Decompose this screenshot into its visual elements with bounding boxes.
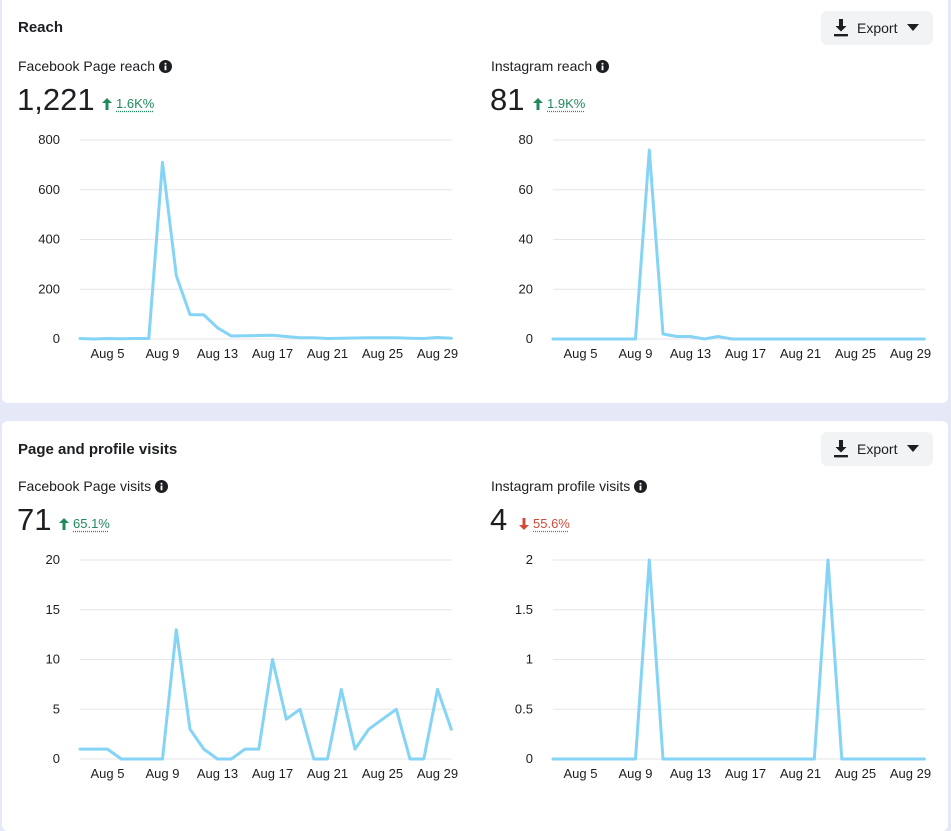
panel-title: Instagram reach — [491, 58, 592, 74]
visits-card-title: Page and profile visits — [18, 441, 177, 458]
facebook-page-reach-panel: Facebook Page reach 1,221 1.6K% 0 200 400 6… — [18, 58, 478, 398]
x-tick-label: Aug 21 — [307, 346, 348, 361]
y-tick-label: 10 — [46, 652, 60, 667]
y-tick-label: 0 — [53, 331, 60, 346]
x-tick-label: Aug 13 — [670, 346, 711, 361]
y-tick-label: 1.5 — [515, 602, 533, 617]
panel-title: Instagram profile visits — [491, 478, 630, 494]
y-tick-label: 600 — [38, 182, 60, 197]
x-tick-label: Aug 29 — [890, 346, 931, 361]
facebook-page-visits-panel: Facebook Page visits 71 65.1% 0 5 10 15 20 Au… — [18, 478, 478, 818]
x-tick-label: Aug 29 — [890, 766, 931, 781]
y-tick-label: 40 — [519, 232, 533, 247]
instagram-reach-panel: Instagram reach 81 1.9K% 0 20 40 60 80 Aug 5 A… — [491, 58, 951, 398]
x-tick-label: Aug 21 — [780, 346, 821, 361]
x-tick-label: Aug 5 — [564, 766, 598, 781]
x-tick-label: Aug 17 — [252, 766, 293, 781]
x-tick-label: Aug 13 — [197, 766, 238, 781]
series-line — [80, 162, 451, 339]
x-tick-label: Aug 25 — [835, 346, 876, 361]
x-tick-label: Aug 29 — [417, 766, 458, 781]
metric-delta: 1.9K% — [533, 96, 585, 111]
y-tick-label: 0 — [53, 751, 60, 766]
panel-title: Facebook Page reach — [18, 58, 155, 74]
delta-percent: 55.6% — [533, 516, 570, 531]
x-tick-label: Aug 5 — [564, 346, 598, 361]
visits-export-button[interactable]: Export — [821, 432, 933, 466]
x-tick-label: Aug 25 — [362, 346, 403, 361]
arrow-up-icon — [59, 518, 69, 530]
facebook-page-visits-chart: 0 5 10 15 20 Aug 5 Aug 9 Aug 13 Aug 17 Aug 21 Aug … — [18, 548, 458, 788]
series-line — [553, 150, 924, 339]
y-tick-label: 60 — [519, 182, 533, 197]
metric-value: 4 — [490, 502, 507, 538]
y-tick-label: 2 — [526, 552, 533, 567]
y-tick-label: 20 — [519, 281, 533, 296]
x-tick-label: Aug 21 — [307, 766, 348, 781]
x-tick-label: Aug 17 — [252, 346, 293, 361]
y-tick-label: 0.5 — [515, 701, 533, 716]
metric-value: 81 — [490, 82, 524, 118]
y-tick-label: 400 — [38, 232, 60, 247]
caret-down-icon — [907, 445, 919, 453]
info-icon[interactable] — [634, 480, 647, 493]
export-label: Export — [857, 441, 897, 457]
delta-percent: 65.1% — [73, 516, 110, 531]
panel-title: Facebook Page visits — [18, 478, 151, 494]
metric-delta: 55.6% — [519, 516, 570, 531]
metric-delta: 65.1% — [59, 516, 110, 531]
metric-delta: 1.6K% — [102, 96, 154, 111]
x-tick-label: Aug 17 — [725, 766, 766, 781]
x-tick-label: Aug 25 — [835, 766, 876, 781]
download-icon — [833, 19, 849, 37]
page-and-profile-visits-card: Page and profile visits Export Facebook … — [2, 421, 948, 831]
x-tick-label: Aug 9 — [146, 346, 180, 361]
x-tick-label: Aug 25 — [362, 766, 403, 781]
info-icon[interactable] — [596, 60, 609, 73]
delta-percent: 1.9K% — [547, 96, 585, 111]
y-tick-label: 0 — [526, 751, 533, 766]
x-tick-label: Aug 17 — [725, 346, 766, 361]
x-tick-label: Aug 13 — [670, 766, 711, 781]
x-tick-label: Aug 5 — [91, 346, 125, 361]
instagram-reach-chart: 0 20 40 60 80 Aug 5 Aug 9 Aug 13 Aug 17 Aug 21 Aug… — [491, 128, 931, 368]
y-tick-label: 0 — [526, 331, 533, 346]
x-tick-label: Aug 9 — [619, 766, 653, 781]
y-tick-label: 15 — [46, 602, 60, 617]
y-tick-label: 800 — [38, 132, 60, 147]
x-tick-label: Aug 5 — [91, 766, 125, 781]
y-tick-label: 200 — [38, 281, 60, 296]
instagram-profile-visits-panel: Instagram profile visits 4 55.6% 0 0.5 1 1.… — [491, 478, 951, 818]
arrow-down-icon — [519, 518, 529, 530]
y-tick-label: 20 — [46, 552, 60, 567]
y-tick-label: 1 — [526, 652, 533, 667]
arrow-up-icon — [102, 98, 112, 110]
reach-export-button[interactable]: Export — [821, 11, 933, 45]
metric-value: 1,221 — [17, 82, 95, 118]
x-tick-label: Aug 29 — [417, 346, 458, 361]
export-label: Export — [857, 20, 897, 36]
caret-down-icon — [907, 24, 919, 32]
y-tick-label: 5 — [53, 701, 60, 716]
series-line — [80, 630, 451, 759]
x-tick-label: Aug 9 — [619, 346, 653, 361]
info-icon[interactable] — [155, 480, 168, 493]
x-tick-label: Aug 21 — [780, 766, 821, 781]
instagram-profile-visits-chart: 0 0.5 1 1.5 2 Aug 5 Aug 9 Aug 13 Aug 17 Aug 21 Aug… — [491, 548, 931, 788]
facebook-page-reach-chart: 0 200 400 600 800 Aug 5 Aug 9 Aug 13 Aug 17 Aug 2… — [18, 128, 458, 368]
info-icon[interactable] — [159, 60, 172, 73]
delta-percent: 1.6K% — [116, 96, 154, 111]
reach-card-title: Reach — [18, 19, 63, 36]
arrow-up-icon — [533, 98, 543, 110]
reach-card: Reach Export Facebook Page reach 1,221 1… — [2, 0, 948, 403]
x-tick-label: Aug 13 — [197, 346, 238, 361]
x-tick-label: Aug 9 — [146, 766, 180, 781]
y-tick-label: 80 — [519, 132, 533, 147]
download-icon — [833, 440, 849, 458]
metric-value: 71 — [17, 502, 51, 538]
